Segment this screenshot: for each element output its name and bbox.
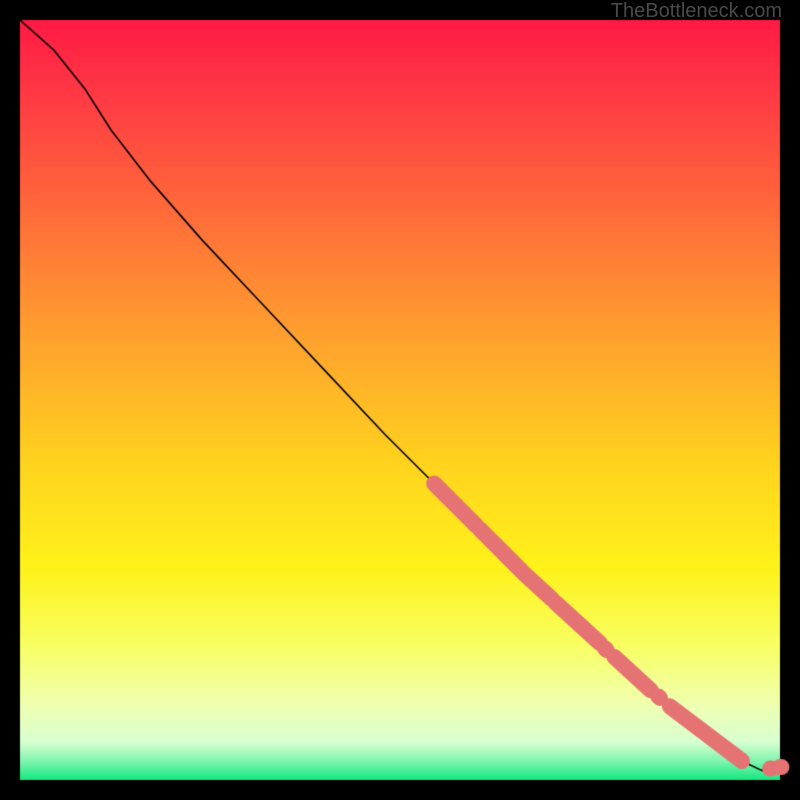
watermark-text: TheBottleneck.com xyxy=(611,0,782,23)
chart-root: TheBottleneck.com xyxy=(0,0,800,800)
bottleneck-chart-canvas xyxy=(0,0,800,800)
